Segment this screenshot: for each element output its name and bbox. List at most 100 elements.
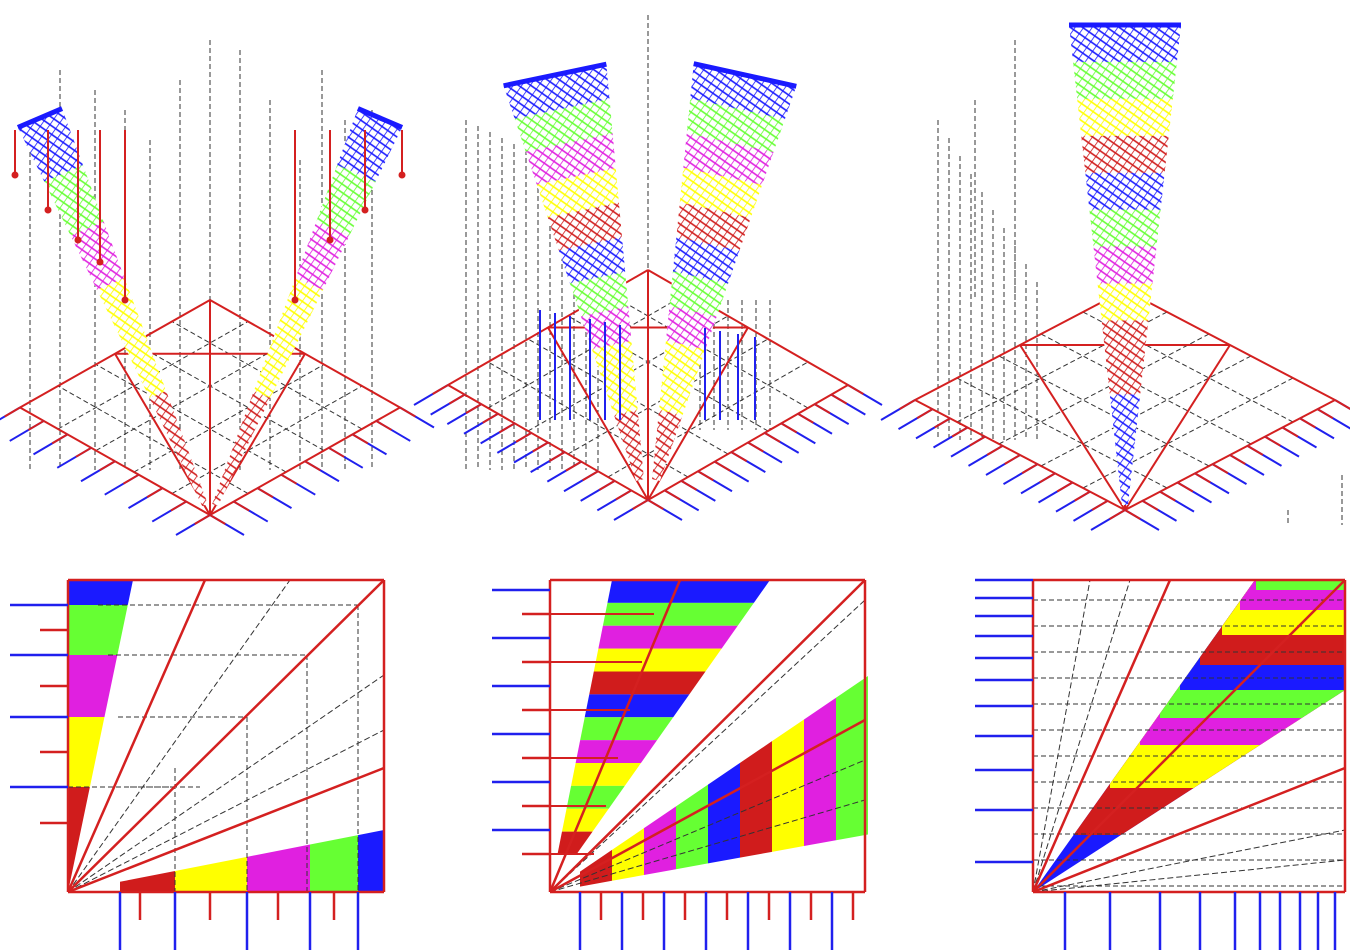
support-tick — [170, 500, 187, 512]
shell-edge — [16, 106, 64, 130]
load-node — [326, 236, 334, 244]
dashed-line — [171, 385, 363, 494]
frame-edge — [66, 579, 207, 893]
dashed-line — [1032, 579, 1131, 893]
support-tick — [1229, 454, 1246, 465]
shell-segment — [690, 63, 797, 120]
shell-band — [593, 648, 722, 672]
support-tick — [1176, 481, 1194, 493]
shell-segment — [659, 375, 694, 416]
support-tick — [0, 406, 21, 421]
shell-segment — [569, 271, 629, 317]
shell-band — [358, 830, 384, 892]
shell-band — [561, 808, 609, 832]
shell-segment — [253, 334, 297, 398]
load-node — [398, 171, 406, 179]
support-tick — [680, 479, 698, 491]
shell-segment — [123, 334, 167, 398]
frame-edge — [547, 326, 649, 501]
dashed-line — [133, 364, 325, 473]
shell-band — [602, 602, 754, 626]
support-tick — [1159, 490, 1176, 502]
shell-segment — [672, 236, 740, 284]
support-tick — [4, 406, 21, 418]
support-tick — [916, 408, 934, 420]
shell-band — [566, 785, 625, 809]
support-tick — [830, 393, 848, 405]
dashed-line — [549, 759, 866, 893]
dashed-line — [607, 292, 809, 409]
support-tick — [1074, 490, 1091, 502]
shell-band — [598, 625, 738, 649]
frame-edge — [548, 579, 682, 893]
support-tick — [764, 432, 781, 443]
shell-band — [310, 835, 358, 892]
load-node — [44, 206, 52, 214]
shell-segment — [662, 340, 706, 383]
frame-edge — [67, 766, 385, 894]
dashed-line — [133, 342, 325, 451]
shell-segment — [547, 202, 623, 251]
support-tick — [1334, 399, 1350, 410]
shell-band — [120, 871, 175, 892]
support-tick — [375, 420, 393, 431]
shell-band — [557, 831, 593, 855]
support-tick — [194, 514, 211, 525]
support-tick — [122, 473, 140, 485]
dashed-line — [67, 579, 291, 893]
dashed-line — [95, 342, 287, 451]
shell-band — [676, 784, 708, 870]
support-tick — [1281, 426, 1299, 438]
dashed-line — [487, 361, 689, 478]
support-tick — [1246, 444, 1264, 456]
shell-segment — [625, 444, 644, 481]
load-node — [74, 236, 82, 244]
support-tick — [1109, 509, 1126, 520]
support-tick — [304, 460, 321, 472]
support-tick — [51, 433, 69, 445]
dashed-line — [57, 385, 249, 494]
shell-segment — [536, 167, 619, 218]
support-tick — [75, 446, 92, 458]
support-tick — [1141, 499, 1159, 511]
load-node — [121, 296, 129, 304]
support-tick — [598, 479, 616, 491]
support-tick — [465, 403, 482, 415]
support-tick — [1334, 399, 1350, 410]
shell-segment — [655, 409, 683, 448]
support-tick — [582, 470, 599, 482]
dashed-line — [1032, 829, 1346, 893]
support-tick — [747, 441, 764, 453]
frame-edge — [549, 718, 866, 894]
support-tick — [233, 500, 250, 512]
shell-segment — [96, 277, 146, 344]
frame-edge — [1032, 579, 1346, 893]
shell-edge — [356, 106, 404, 130]
shell-edge — [503, 61, 607, 89]
support-tick — [934, 417, 951, 429]
support-tick — [209, 514, 226, 525]
support-tick — [1299, 417, 1316, 429]
shell-segment — [514, 98, 613, 152]
shell-segment — [1113, 431, 1137, 469]
dashed-line — [95, 364, 287, 473]
support-tick — [399, 406, 416, 418]
support-tick — [432, 384, 449, 395]
support-tick — [448, 393, 466, 405]
support-tick — [951, 426, 969, 438]
shell-segment — [1085, 172, 1165, 210]
load-node — [361, 206, 369, 214]
shell-segment — [1101, 320, 1149, 358]
support-tick — [1039, 472, 1056, 484]
shell-segment — [1109, 394, 1141, 432]
support-tick — [664, 489, 681, 501]
support-tick — [697, 470, 714, 482]
shell-band — [571, 763, 641, 786]
frame-edge — [1032, 766, 1346, 894]
shell-segment — [1069, 25, 1181, 62]
support-tick — [27, 420, 45, 431]
shell-segment — [683, 132, 774, 185]
shell-segment — [337, 108, 403, 182]
dashed-line — [1032, 859, 1346, 893]
